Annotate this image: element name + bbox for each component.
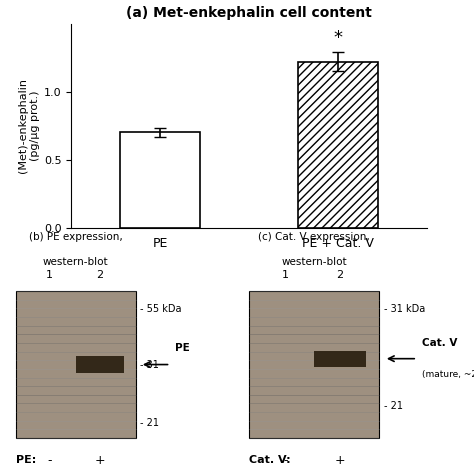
Bar — [16, 291, 136, 438]
Text: - 21: - 21 — [140, 419, 159, 428]
Text: - 31: - 31 — [140, 360, 159, 370]
Text: western-blot: western-blot — [281, 256, 347, 266]
Text: Cat. V: Cat. V — [422, 337, 457, 347]
Text: (mature, ~24 kDa: (mature, ~24 kDa — [422, 370, 474, 379]
Text: *: * — [333, 29, 342, 47]
Text: (b) PE expression,: (b) PE expression, — [29, 232, 122, 242]
Text: western-blot: western-blot — [43, 256, 109, 266]
Text: 2: 2 — [96, 270, 103, 280]
Text: +: + — [94, 454, 105, 467]
Text: - 31 kDa: - 31 kDa — [384, 304, 425, 314]
Text: +: + — [335, 454, 346, 467]
Bar — [120, 132, 200, 228]
Bar — [298, 62, 378, 228]
Bar — [314, 351, 366, 367]
Text: Cat. V:: Cat. V: — [249, 456, 291, 465]
Bar — [249, 291, 379, 438]
Text: 1: 1 — [46, 270, 53, 280]
Text: -: - — [283, 454, 288, 467]
Text: -: - — [47, 454, 52, 467]
Y-axis label: (Met)-enkephalin
(pg/µg prot.): (Met)-enkephalin (pg/µg prot.) — [18, 78, 40, 173]
Text: PE:: PE: — [16, 456, 36, 465]
Text: (c) Cat. V expression,: (c) Cat. V expression, — [258, 232, 370, 242]
Text: PE: PE — [175, 344, 190, 354]
Text: 2: 2 — [337, 270, 344, 280]
Text: 1: 1 — [282, 270, 289, 280]
Bar — [75, 356, 124, 373]
Title: (a) Met-enkephalin cell content: (a) Met-enkephalin cell content — [126, 6, 372, 20]
Text: - 21: - 21 — [384, 401, 403, 411]
Text: - 55 kDa: - 55 kDa — [140, 304, 182, 314]
